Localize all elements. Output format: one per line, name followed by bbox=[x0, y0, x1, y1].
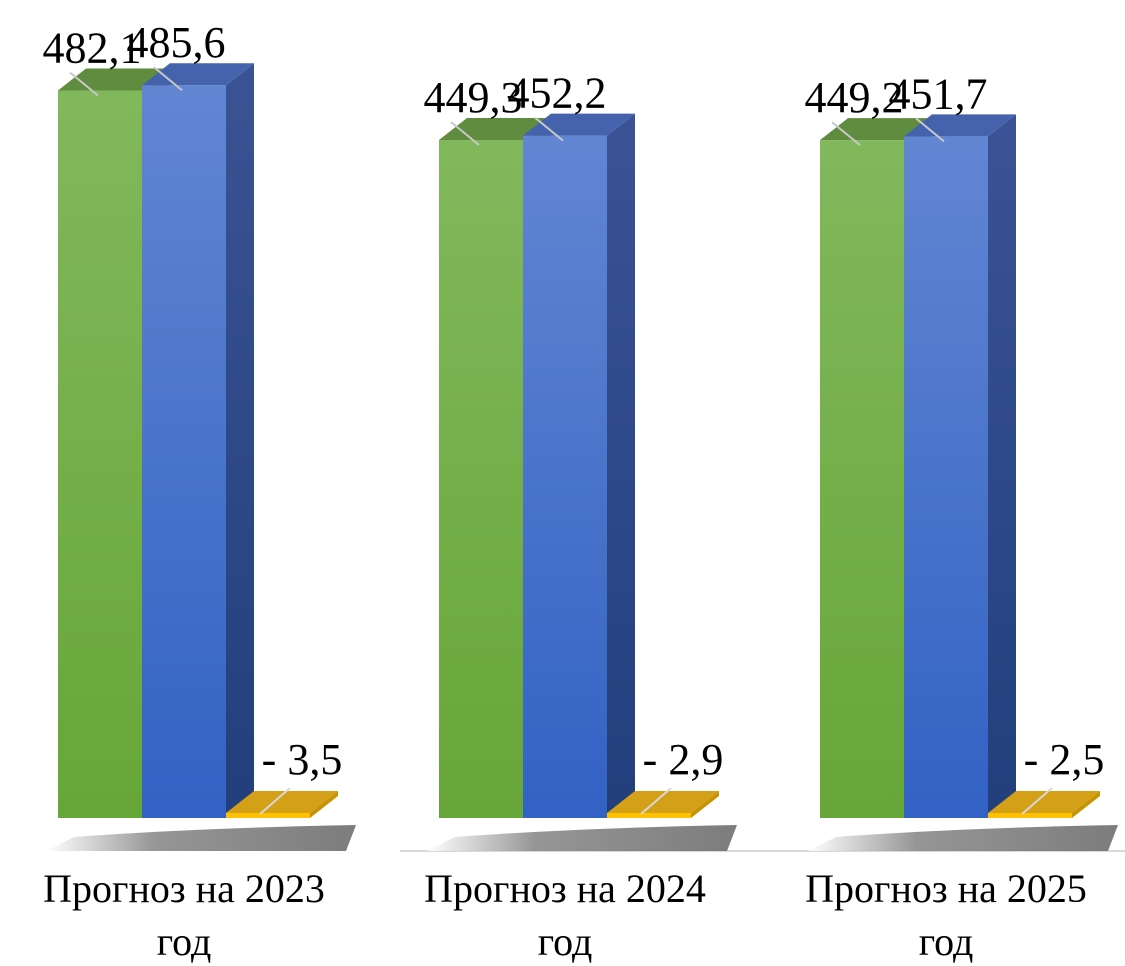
data-label-s1-c1: 452,2 bbox=[508, 69, 607, 118]
bar-s0-c2 bbox=[820, 140, 904, 818]
bar-s1-c1 bbox=[523, 135, 607, 819]
category-label-shadow bbox=[808, 825, 1118, 851]
bar-top-s2-c2 bbox=[988, 791, 1100, 813]
leader-line bbox=[640, 787, 672, 815]
data-label-s0-c0: 482,1 bbox=[43, 24, 142, 73]
category-label-c2-line2: год bbox=[919, 919, 974, 964]
bar-s2-c0 bbox=[226, 813, 310, 818]
leader-line bbox=[450, 121, 480, 146]
leader-line bbox=[1021, 787, 1053, 815]
bar-s2-c2 bbox=[988, 813, 1072, 818]
bar-top-s2-c0 bbox=[226, 791, 338, 813]
bar-s0-c0 bbox=[58, 90, 142, 818]
category-label-shadow bbox=[46, 825, 356, 851]
bar-s1-c2 bbox=[904, 136, 988, 818]
leader-line bbox=[153, 66, 183, 92]
data-label-s0-c1: 449,3 bbox=[424, 73, 523, 122]
category-label-c1-line2: год bbox=[538, 919, 593, 964]
category-label-c0-line2: год bbox=[157, 919, 212, 964]
bar-side-s2-c0 bbox=[310, 791, 338, 818]
bar-top-s2-c1 bbox=[607, 791, 719, 813]
leader-line bbox=[534, 116, 564, 142]
data-label-s2-c2: - 2,5 bbox=[1024, 735, 1105, 784]
bar-side-s2-c2 bbox=[1072, 791, 1100, 818]
data-label-s1-c0: 485,6 bbox=[127, 18, 226, 67]
bar-side-s2-c1 bbox=[691, 791, 719, 818]
data-label-s0-c2: 449,2 bbox=[805, 73, 904, 122]
bar-s1-c0 bbox=[142, 85, 226, 818]
leader-line bbox=[915, 117, 945, 143]
category-label-c1-line1: Прогноз на 2024 bbox=[424, 866, 706, 911]
bar-side-s1-c1 bbox=[607, 113, 635, 819]
leader-line bbox=[69, 71, 99, 97]
data-label-s2-c1: - 2,9 bbox=[643, 735, 724, 784]
leader-line bbox=[831, 121, 861, 146]
bar-s0-c1 bbox=[439, 140, 523, 819]
data-label-s1-c2: 451,7 bbox=[889, 69, 988, 118]
data-label-s2-c0: - 3,5 bbox=[262, 735, 343, 784]
category-label-c2-line1: Прогноз на 2025 bbox=[805, 866, 1087, 911]
leader-line bbox=[259, 787, 291, 815]
bar-side-s1-c0 bbox=[226, 63, 254, 818]
category-label-shadow bbox=[427, 825, 737, 851]
category-label-c0-line1: Прогноз на 2023 bbox=[43, 866, 325, 911]
bar-s2-c1 bbox=[607, 813, 691, 818]
bar-side-s1-c2 bbox=[988, 114, 1016, 818]
